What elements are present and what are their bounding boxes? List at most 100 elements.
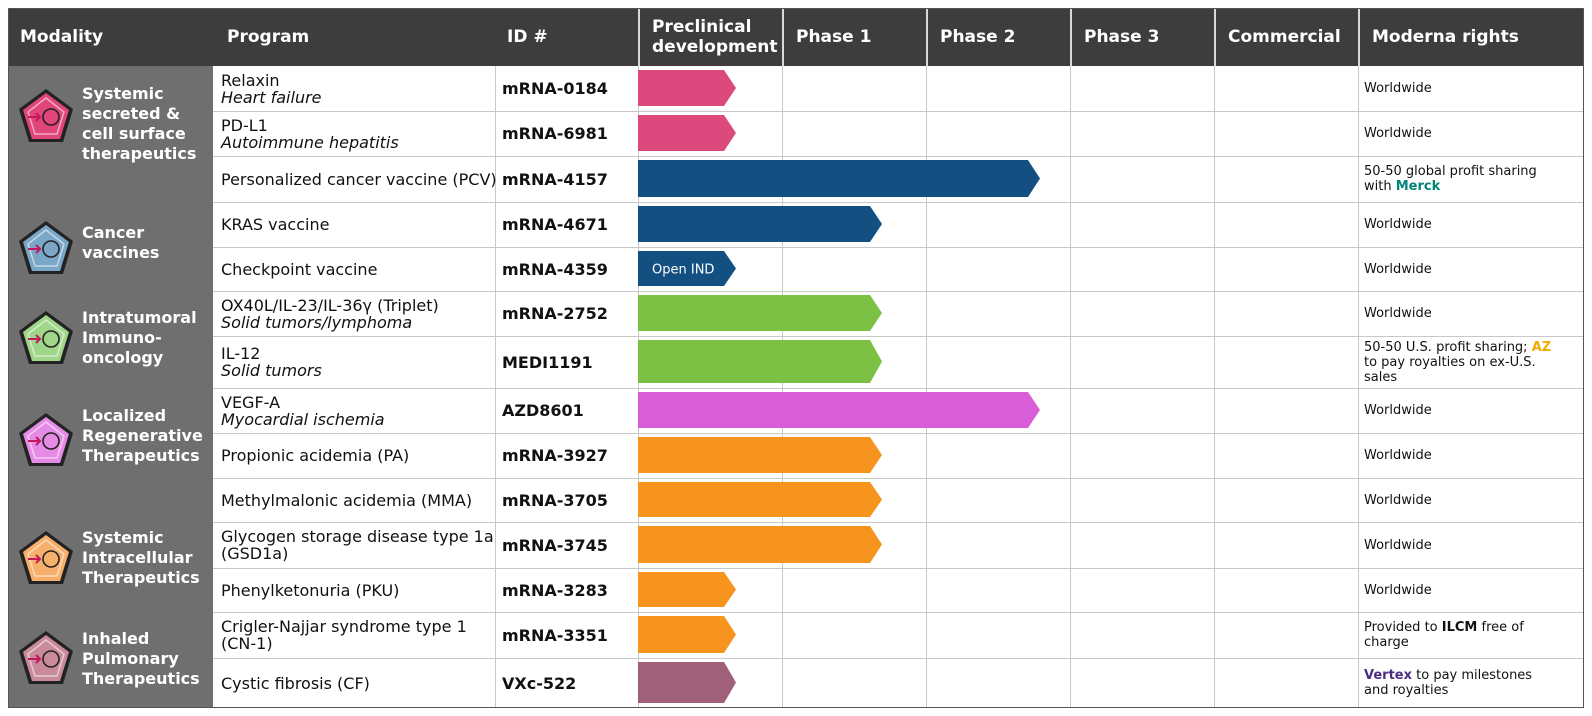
program-name: Crigler-Najjar syndrome type 1 (CN-1): [221, 617, 467, 653]
program-cell: Cystic fibrosis (CF): [221, 658, 503, 708]
cell-icon: [19, 531, 73, 584]
grid-vline: [782, 66, 783, 708]
program-id: mRNA-6981: [502, 124, 608, 143]
rights-text: Provided to: [1364, 620, 1442, 635]
program-indication: Myocardial ischemia: [221, 409, 385, 429]
stage-bar: [638, 572, 736, 607]
antibody-icon: [19, 221, 73, 274]
program-id: mRNA-3705: [502, 490, 608, 510]
rights-text: 50-50 U.S. profit sharing;: [1364, 339, 1532, 355]
program-id: MEDI1191: [502, 352, 593, 372]
row-divider: [213, 156, 1584, 157]
row-divider: [213, 568, 1584, 569]
program-name: Glycogen storage disease type 1a (GSD1a): [221, 527, 494, 563]
rights-cell: Worldwide: [1364, 247, 1558, 291]
program-cell: Checkpoint vaccine: [221, 247, 503, 291]
stage-bars: Open IND: [638, 70, 1040, 703]
header-phase3: Phase 3: [1070, 8, 1214, 66]
row-divider: [213, 291, 1584, 292]
header-phase2: Phase 2: [926, 8, 1070, 66]
program-cell: KRAS vaccine: [221, 202, 503, 247]
program-name: Phenylketonuria (PKU): [221, 580, 400, 600]
program-name: OX40L/IL-23/IL-36γ (Triplet): [221, 295, 439, 315]
program-cell: Glycogen storage disease type 1a (GSD1a): [221, 522, 503, 568]
stage-bar: [638, 340, 882, 383]
partner-name: ILCM: [1441, 620, 1478, 635]
grid-vline: [495, 66, 496, 708]
program-indication: Solid tumors: [221, 361, 322, 380]
header-program: Program: [215, 8, 495, 66]
rights-text: Worldwide: [1364, 261, 1432, 277]
program-id: mRNA-4671: [502, 215, 608, 234]
stage-bar: [638, 295, 882, 331]
program-name: IL-12: [221, 344, 261, 363]
partner-name: Vertex: [1364, 668, 1412, 683]
program-name: KRAS vaccine: [221, 215, 330, 234]
stage-bar: [638, 526, 882, 563]
stage-bar: [638, 160, 1040, 197]
rights-text: Worldwide: [1364, 492, 1432, 508]
rights-cell: Worldwide: [1364, 478, 1558, 522]
stage-bar: [638, 251, 736, 286]
program-cell: OX40L/IL-23/IL-36γ (Triplet) Solid tumors…: [221, 291, 503, 336]
rights-cell: Worldwide: [1364, 568, 1558, 612]
stage-bar: [638, 70, 736, 106]
program-id: mRNA-3283: [502, 580, 608, 600]
program-name: Personalized cancer vaccine (PCV): [221, 169, 497, 189]
tumor-cell-icon: [19, 311, 73, 364]
row-divider: [213, 433, 1584, 434]
rights-cell: 50-50 global profit sharing with Merck: [1364, 156, 1558, 202]
rights-cell: Worldwide: [1364, 66, 1558, 111]
grid-vline: [926, 66, 927, 708]
rights-text: Worldwide: [1364, 582, 1432, 598]
rights-text: free of charge: [1364, 620, 1524, 650]
program-name: PD-L1: [221, 115, 268, 135]
rights-cell: Provided to ILCM free of charge: [1364, 612, 1558, 658]
grid-vline: [1070, 66, 1071, 708]
rights-text: to pay milestones and royalties: [1364, 668, 1533, 698]
rights-cell: Worldwide: [1364, 291, 1558, 336]
header-preclinical: Preclinical development: [638, 8, 782, 66]
rights-text: to pay royalties on ex-U.S. sales: [1364, 354, 1536, 385]
partner-name: AZ: [1531, 339, 1552, 355]
program-cell: IL-12 Solid tumors: [221, 336, 503, 388]
modality-label: Localized Regenerative Therapeutics: [82, 406, 203, 465]
bar-label: Open IND: [652, 263, 714, 278]
program-cell: Crigler-Najjar syndrome type 1 (CN-1): [221, 612, 503, 658]
stage-bar: [638, 392, 1040, 428]
row-divider: [213, 202, 1584, 203]
program-cell: VEGF-A Myocardial ischemia: [221, 388, 503, 433]
modality-column: [8, 66, 213, 708]
partner-name: Merck: [1395, 179, 1441, 194]
header-rights: Moderna rights: [1358, 8, 1584, 66]
grid-vline: [638, 66, 639, 708]
header-phase1: Phase 1: [782, 8, 926, 66]
rights-cell: Vertex to pay milestones and royalties: [1364, 658, 1558, 708]
modality-label: Intratumoral Immuno-oncology: [82, 308, 197, 367]
program-indication: Heart failure: [221, 87, 322, 107]
program-id: mRNA-0184: [502, 79, 608, 98]
lungs-icon: [19, 631, 73, 684]
rights-cell: Worldwide: [1364, 388, 1558, 433]
person-icon: [19, 89, 73, 142]
rights-text: 50-50 global profit sharing with: [1364, 164, 1537, 194]
stage-bar: [638, 482, 882, 517]
program-id: mRNA-3351: [502, 625, 608, 645]
program-id: mRNA-3745: [502, 535, 608, 555]
row-divider: [213, 658, 1584, 659]
program-name: VEGF-A: [221, 392, 281, 412]
program-indication: Solid tumors/lymphoma: [221, 312, 413, 332]
modality-label: Cancer vaccines: [82, 223, 160, 262]
rights-text: Worldwide: [1364, 81, 1432, 96]
rights-cell: Worldwide: [1364, 111, 1558, 156]
row-divider: [213, 478, 1584, 479]
rights-cell: Worldwide: [1364, 433, 1558, 478]
program-id: mRNA-4157: [502, 169, 608, 189]
program-name: Cystic fibrosis (CF): [221, 673, 370, 693]
program-cell: Personalized cancer vaccine (PCV): [221, 156, 503, 202]
rights-cell: 50-50 U.S. profit sharing; AZ to pay roy…: [1364, 336, 1558, 388]
modality-label: Inhaled Pulmonary Therapeutics: [82, 629, 200, 688]
program-name: Checkpoint vaccine: [221, 259, 378, 279]
stage-bar: [638, 616, 736, 653]
row-divider: [213, 522, 1584, 523]
